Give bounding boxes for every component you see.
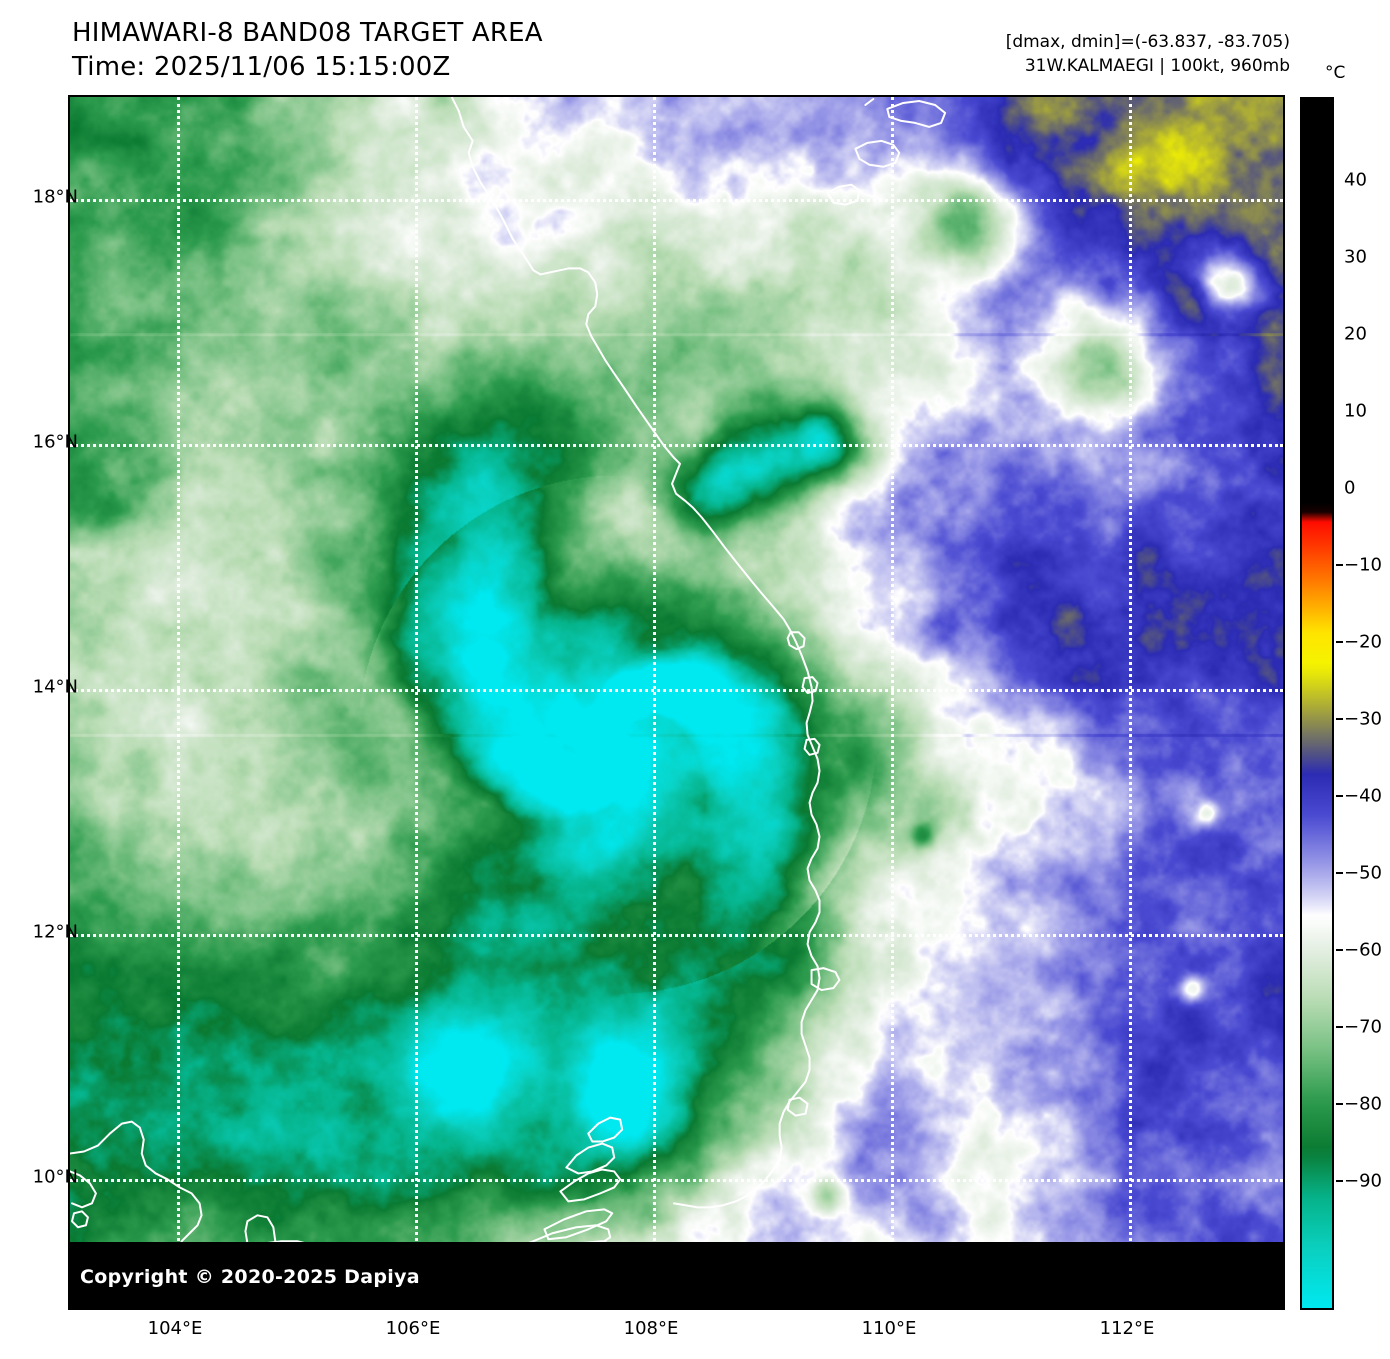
- page-title: HIMAWARI-8 BAND08 TARGET AREA: [72, 18, 543, 48]
- cbtick-mark-m70: [1336, 1026, 1343, 1028]
- cbtick-mark-m50: [1336, 872, 1343, 874]
- storm-info-label: 31W.KALMAEGI | 100kt, 960mb: [1024, 56, 1290, 76]
- xtick-label-110e: 110°E: [861, 1318, 917, 1339]
- satellite-imagery: [70, 97, 1283, 1308]
- cbtick-label-m70: −70: [1344, 1016, 1382, 1038]
- ytick-label-18n: 18°N: [32, 186, 78, 208]
- cbtick-label-m50: −50: [1344, 862, 1382, 884]
- temperature-colorbar[interactable]: [1300, 97, 1334, 1310]
- ytick-label-16n: 16°N: [32, 431, 78, 453]
- cbtick-mark-m30: [1336, 718, 1343, 720]
- cbtick-label-0: 0: [1344, 477, 1356, 499]
- cbtick-label-20: 20: [1344, 323, 1367, 345]
- no-data-band: Copyright © 2020-2025 Dapiya: [70, 1242, 1283, 1308]
- colorbar-unit-label: °C: [1325, 63, 1346, 83]
- cbtick-mark-m10: [1336, 564, 1343, 566]
- data-range-label: [dmax, dmin]=(-63.837, -83.705): [1005, 32, 1290, 52]
- coastline-overlay: [70, 97, 947, 1308]
- cbtick-label-m90: −90: [1344, 1170, 1382, 1192]
- cbtick-mark-m20: [1336, 641, 1343, 643]
- ytick-label-14n: 14°N: [32, 676, 78, 698]
- cbtick-mark-m60: [1336, 949, 1343, 951]
- header-title-block: HIMAWARI-8 BAND08 TARGET AREA Time: 2025…: [72, 18, 543, 82]
- xtick-label-108e: 108°E: [623, 1318, 679, 1339]
- satellite-map-plot[interactable]: Copyright © 2020-2025 Dapiya: [68, 95, 1285, 1310]
- colorbar-gradient: [1302, 99, 1332, 1308]
- ytick-label-12n: 12°N: [32, 921, 78, 943]
- xtick-label-106e: 106°E: [385, 1318, 441, 1339]
- cbtick-mark-m90: [1336, 1180, 1343, 1182]
- header-metadata-block: [dmax, dmin]=(-63.837, -83.705) 31W.KALM…: [1006, 32, 1290, 76]
- ytick-label-10n: 10°N: [32, 1166, 78, 1188]
- cbtick-mark-m40: [1336, 795, 1343, 797]
- observation-time: Time: 2025/11/06 15:15:00Z: [72, 52, 451, 82]
- copyright-label: Copyright © 2020-2025 Dapiya: [80, 1266, 420, 1288]
- cbtick-label-m20: −20: [1344, 631, 1382, 653]
- cbtick-label-m60: −60: [1344, 939, 1382, 961]
- cbtick-label-30: 30: [1344, 246, 1367, 268]
- cbtick-label-m10: −10: [1344, 554, 1382, 576]
- cbtick-label-10: 10: [1344, 400, 1367, 422]
- cbtick-label-m30: −30: [1344, 708, 1382, 730]
- xtick-label-112e: 112°E: [1099, 1318, 1155, 1339]
- cbtick-label-m40: −40: [1344, 785, 1382, 807]
- xtick-label-104e: 104°E: [147, 1318, 203, 1339]
- cbtick-mark-m80: [1336, 1103, 1343, 1105]
- cbtick-label-m80: −80: [1344, 1093, 1382, 1115]
- cbtick-label-40: 40: [1344, 169, 1367, 191]
